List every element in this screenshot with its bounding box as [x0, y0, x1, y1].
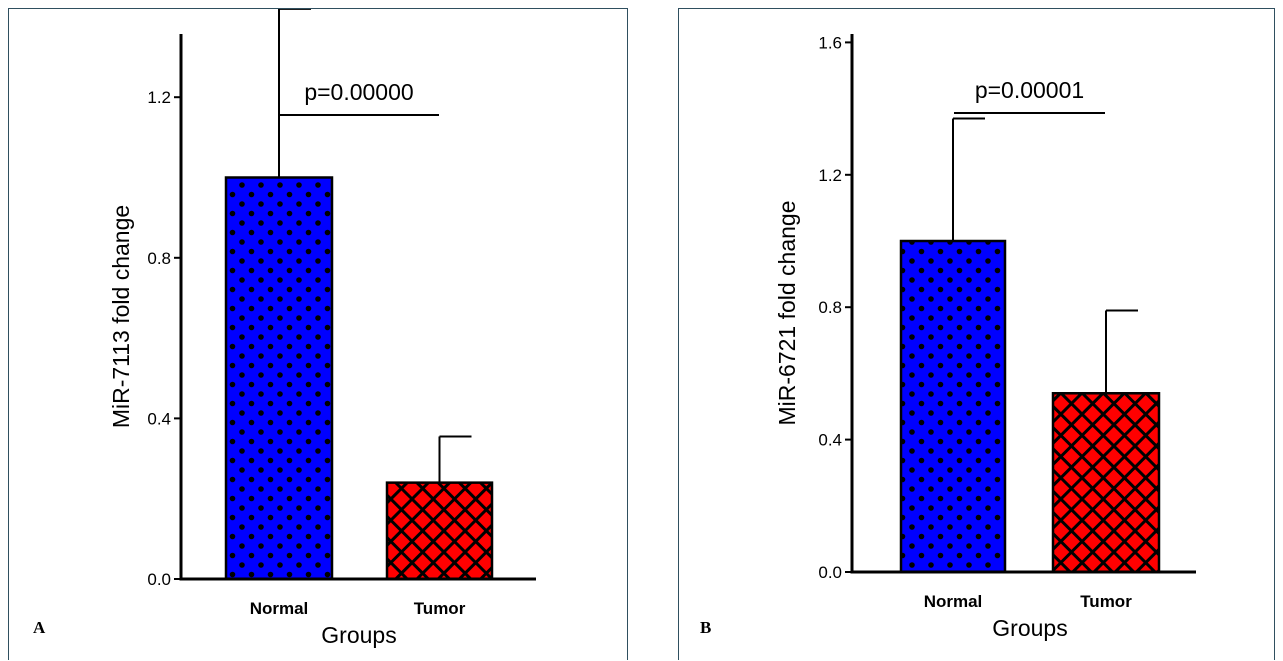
y-axis-title: MiR-6721 fold change [774, 200, 800, 425]
panel-label-a: A [33, 618, 46, 637]
x-tick-label-tumor: Tumor [1080, 592, 1132, 611]
y-tick-label: 0.0 [818, 563, 842, 582]
p-value-annotation: p=0.00000 [304, 79, 413, 105]
x-tick-label-normal: Normal [250, 599, 309, 618]
y-tick-label: 1.6 [818, 33, 842, 52]
y-tick-label: 0.4 [818, 431, 842, 450]
bar-tumor [1051, 392, 1161, 574]
p-value-annotation: p=0.00001 [975, 77, 1084, 103]
y-tick-label: 1.2 [147, 88, 171, 107]
chart-panel-a: 0.00.40.81.21.6NormalTumorGroupsMiR-7113… [8, 8, 628, 660]
bar-chart-a: 0.00.40.81.21.6NormalTumorGroupsMiR-7113… [108, 9, 536, 648]
y-tick-label: 0.8 [818, 298, 842, 317]
bar-normal [224, 176, 334, 581]
bar-chart-b: 0.0 0.4 0.8 1.2 1.6 Normal Tumor Groups MiR-6721… [774, 33, 1196, 641]
y-tick-label: 0.8 [147, 249, 171, 268]
y-tick-label: 0.4 [147, 409, 171, 428]
x-axis-title: Groups [321, 622, 396, 648]
y-tick-label: 0.0 [147, 570, 171, 589]
bar-normal [899, 239, 1007, 574]
x-axis-title: Groups [992, 615, 1067, 641]
x-tick-label-tumor: Tumor [414, 599, 466, 618]
y-tick-label: 1.2 [818, 166, 842, 185]
x-tick-label-normal: Normal [924, 592, 983, 611]
chart-panel-b: 0.0 0.4 0.8 1.2 1.6 Normal Tumor Groups MiR-6721… [678, 8, 1275, 660]
bar-tumor [385, 481, 494, 581]
y-axis-title: MiR-7113 fold change [108, 205, 134, 428]
panel-label-b: B [700, 618, 712, 637]
